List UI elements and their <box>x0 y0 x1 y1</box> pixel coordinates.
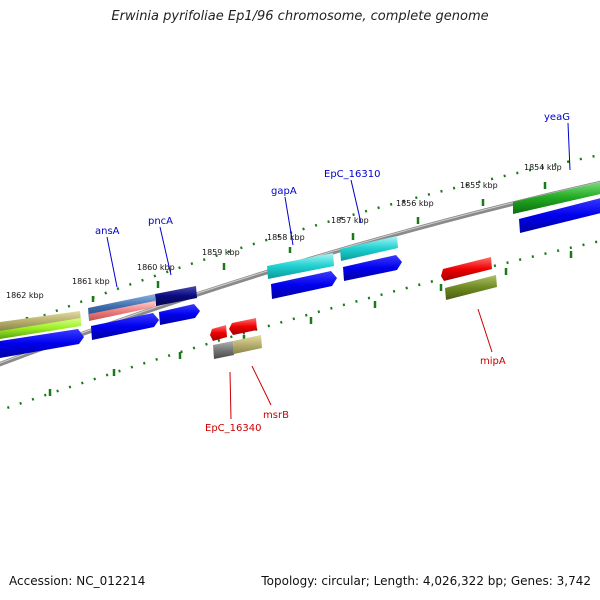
gene-arrow-red-b[interactable] <box>229 318 257 335</box>
kbp-label-1860: 1860 kbp <box>137 263 175 272</box>
outer-scale-track <box>0 153 600 334</box>
kbp-label-1854: 1854 kbp <box>524 163 562 172</box>
kbp-label-1858: 1858 kbp <box>267 233 305 242</box>
cds-arrow-left[interactable] <box>0 329 84 358</box>
gene-label-msrB[interactable]: msrB <box>263 410 289 421</box>
gene-label-mipA[interactable]: mipA <box>480 356 506 367</box>
cds-arrow-yeaG[interactable] <box>519 197 600 233</box>
forward-genes <box>0 181 600 339</box>
gene-arrow-red-a[interactable] <box>210 325 227 341</box>
chromosome-backbone <box>0 180 600 367</box>
kbp-label-1859: 1859 kbp <box>202 248 240 257</box>
gene-label-ansA[interactable]: ansA <box>95 226 120 237</box>
kbp-label-1855: 1855 kbp <box>460 181 498 190</box>
gene-label-EpC_16310[interactable]: EpC_16310 <box>324 169 380 180</box>
gene-block-gapA[interactable] <box>267 253 334 279</box>
kbp-label-1862: 1862 kbp <box>6 291 44 300</box>
kbp-label-1856: 1856 kbp <box>396 199 434 208</box>
gene-label-pncA[interactable]: pncA <box>148 216 173 227</box>
cds-arrow-pncA[interactable] <box>159 304 200 325</box>
gene-block-yeaG[interactable] <box>513 181 600 214</box>
gene-block-msrB[interactable] <box>233 335 262 354</box>
gene-block-EpC_16310[interactable] <box>340 236 398 261</box>
cds-arrow-EpC_16310[interactable] <box>343 255 402 281</box>
gene-block-left-khaki[interactable] <box>0 311 81 331</box>
chromosome-backbone-highlight <box>0 181 600 364</box>
gene-block-left-lime[interactable] <box>0 318 81 339</box>
kbp-label-1857: 1857 kbp <box>331 216 369 225</box>
gene-block-pncA[interactable] <box>155 286 197 306</box>
genome-summary-text: Topology: circular; Length: 4,026,322 bp… <box>261 574 591 588</box>
kbp-label-1861: 1861 kbp <box>72 277 110 286</box>
gene-label-gapA[interactable]: gapA <box>271 186 297 197</box>
cds-arrows <box>0 197 600 358</box>
gene-block-mipA[interactable] <box>445 275 497 300</box>
gene-label-yeaG[interactable]: yeaG <box>544 112 570 123</box>
gene-label-EpC_16340[interactable]: EpC_16340 <box>205 423 261 434</box>
cds-arrow-ansA[interactable] <box>91 313 159 340</box>
gene-arrow-mipA[interactable] <box>441 257 492 281</box>
map-title: Erwinia pyrifoliae Ep1/96 chromosome, co… <box>111 9 489 24</box>
gene-block-ansA-lower <box>89 301 155 321</box>
leader-lines <box>106 122 571 420</box>
accession-text: Accession: NC_012214 <box>9 574 146 588</box>
cds-arrow-gapA[interactable] <box>271 271 337 299</box>
major-ticks <box>25 182 573 396</box>
gene-block-EpC_16340[interactable] <box>213 341 234 359</box>
reverse-genes <box>210 257 497 359</box>
